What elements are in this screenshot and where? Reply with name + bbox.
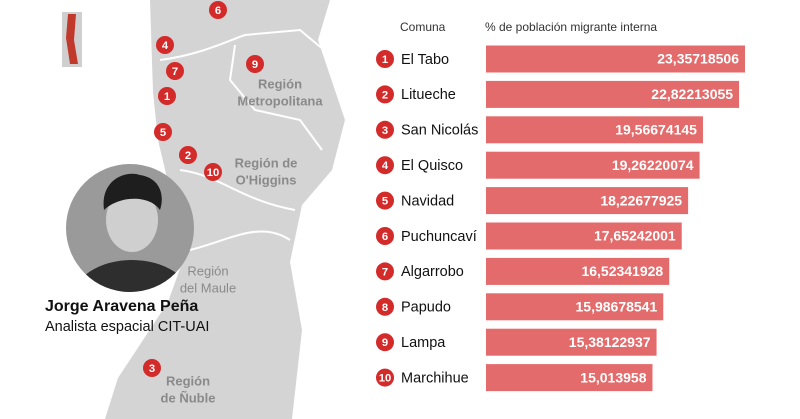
rank-number: 10 — [207, 167, 220, 179]
rank-badge — [376, 85, 394, 104]
rank-number: 2 — [185, 150, 191, 162]
rank-number: 8 — [382, 302, 388, 314]
rank-number: 6 — [215, 5, 221, 17]
category-label: Litueche — [401, 87, 456, 103]
region-label: O'Higgins — [236, 172, 297, 187]
value-label: 15,98678541 — [576, 299, 658, 315]
rank-number: 5 — [160, 127, 166, 139]
value-label: 17,65242001 — [594, 228, 676, 244]
value-label: 23,35718506 — [657, 51, 739, 67]
rank-badge — [376, 368, 394, 387]
rank-number: 2 — [382, 89, 388, 101]
rank-badge — [376, 156, 394, 175]
value-label: 15,013958 — [580, 369, 646, 385]
column-header: Comuna — [400, 20, 446, 34]
value-label: 18,22677925 — [600, 192, 682, 208]
rank-number: 6 — [382, 231, 388, 243]
region-label: Metropolitana — [237, 93, 323, 108]
bar — [486, 187, 689, 215]
rank-number: 1 — [164, 91, 170, 103]
rank-number: 9 — [252, 59, 258, 71]
rank-badge — [376, 191, 394, 210]
rank-number: 5 — [382, 196, 388, 208]
bar — [486, 45, 745, 73]
region-borders — [159, 28, 331, 251]
bar — [486, 257, 670, 285]
column-header: % de población migrante interna — [485, 20, 657, 34]
rank-number: 4 — [162, 40, 169, 52]
rank-number: 4 — [382, 160, 389, 172]
rank-badge — [376, 120, 394, 139]
rank-badge — [376, 227, 394, 245]
bar — [486, 364, 653, 392]
category-label: San Nicolás — [401, 123, 478, 139]
rank-badge — [246, 55, 264, 73]
rank-number: 3 — [149, 363, 155, 375]
rank-number: 7 — [172, 66, 178, 78]
category-label: Puchuncaví — [401, 229, 477, 245]
rank-badge — [209, 1, 227, 19]
value-label: 19,26220074 — [612, 157, 694, 173]
category-label: Navidad — [401, 193, 454, 209]
value-label: 15,38122937 — [569, 334, 651, 350]
value-label: 19,56674145 — [615, 122, 697, 138]
value-label: 22,82213055 — [651, 86, 733, 102]
region-label: Región de — [235, 155, 298, 170]
photo: Jorge Aravena Peña Analista espacial CIT… — [45, 164, 209, 335]
category-label: Papudo — [401, 300, 451, 316]
category-label: El Tabo — [401, 52, 449, 68]
value-label: 16,52341928 — [581, 263, 663, 279]
rank-badge — [158, 87, 176, 105]
bar — [486, 222, 682, 250]
rank-badge — [204, 163, 222, 181]
photo-body — [72, 260, 192, 292]
rank-badge — [376, 262, 394, 281]
rank-badge — [166, 62, 184, 80]
region-label: Región — [187, 263, 228, 278]
rank-number: 7 — [382, 266, 388, 278]
rank-badge — [376, 333, 394, 352]
rank-badge — [143, 359, 161, 377]
bar — [486, 80, 740, 108]
bar — [486, 328, 657, 356]
rank-number: 9 — [382, 337, 388, 349]
photo-face — [106, 188, 158, 252]
rank-badge — [376, 297, 394, 316]
region-label: de Ñuble — [161, 390, 216, 405]
region-label: del Maule — [180, 280, 236, 295]
rank-number: 3 — [382, 125, 388, 137]
inset-highlight — [66, 14, 78, 64]
category-label: Marchihue — [401, 370, 469, 386]
photo-hair — [103, 173, 162, 210]
category-label: Lampa — [401, 335, 446, 351]
category-label: Algarrobo — [401, 264, 464, 280]
category-label: El Quisco — [401, 158, 463, 174]
region-label: Región — [258, 76, 302, 91]
rank-number: 1 — [382, 54, 388, 66]
bar — [486, 293, 664, 321]
bar — [486, 151, 700, 179]
rank-badge — [156, 36, 174, 54]
rank-badge — [154, 123, 172, 141]
bar — [486, 116, 703, 144]
rank-number: 10 — [379, 373, 392, 385]
region-label: Región — [166, 373, 210, 388]
rank-badge — [376, 50, 394, 68]
rank-badge — [179, 146, 197, 164]
person-name: Jorge Aravena Peña — [45, 298, 198, 315]
person-role: Analista espacial CIT-UAI — [45, 319, 209, 335]
